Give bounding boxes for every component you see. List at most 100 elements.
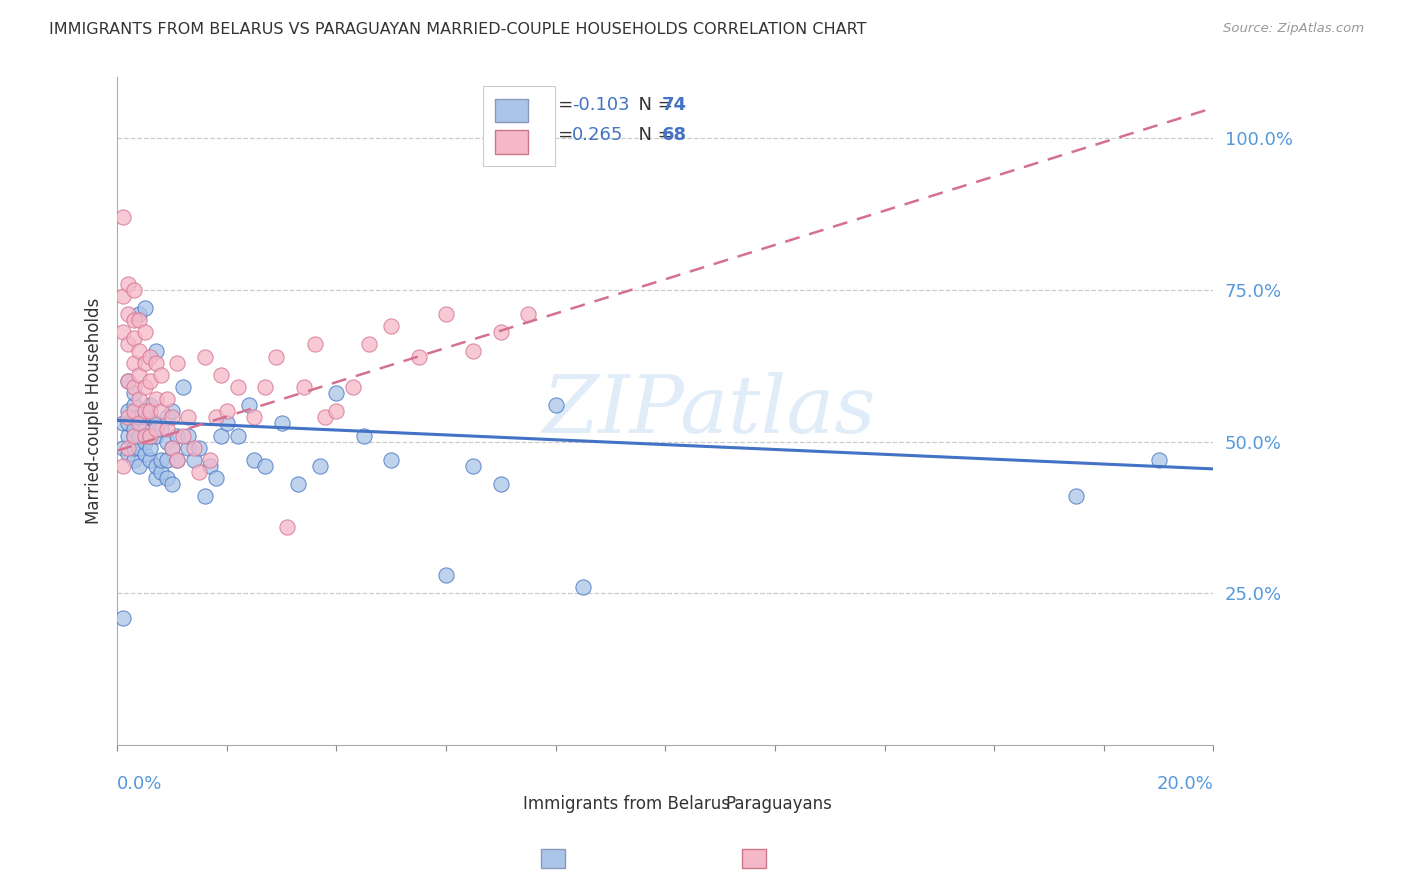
Point <box>117 307 139 321</box>
Text: IMMIGRANTS FROM BELARUS VS PARAGUAYAN MARRIED-COUPLE HOUSEHOLDS CORRELATION CHAR: IMMIGRANTS FROM BELARUS VS PARAGUAYAN MA… <box>49 22 866 37</box>
Point <box>200 452 222 467</box>
Point <box>128 307 150 321</box>
Text: Immigrants from Belarus: Immigrants from Belarus <box>523 795 730 814</box>
Point <box>134 404 156 418</box>
Point <box>155 452 177 467</box>
Point <box>172 380 194 394</box>
Point <box>117 428 139 442</box>
Text: 74: 74 <box>662 96 688 114</box>
Point <box>122 386 145 401</box>
Point <box>128 368 150 382</box>
Y-axis label: Married-couple Households: Married-couple Households <box>86 298 103 524</box>
Point <box>122 404 145 418</box>
Point <box>139 350 162 364</box>
Point <box>122 428 145 442</box>
Point <box>139 428 162 442</box>
Point <box>287 477 309 491</box>
Point <box>150 422 173 436</box>
Point <box>134 326 156 340</box>
Point <box>226 428 249 442</box>
Point <box>342 380 364 394</box>
Point <box>139 441 162 455</box>
Text: 0.0%: 0.0% <box>117 775 163 793</box>
Point <box>139 452 162 467</box>
Text: 68: 68 <box>662 126 688 144</box>
Point <box>254 458 277 473</box>
Point <box>122 356 145 370</box>
Point <box>117 417 139 431</box>
Point <box>145 428 167 442</box>
Point <box>226 380 249 394</box>
Point <box>111 417 134 431</box>
Point <box>183 452 205 467</box>
Point <box>128 392 150 406</box>
Point <box>117 337 139 351</box>
Point <box>139 398 162 412</box>
Point <box>1066 489 1088 503</box>
Point <box>194 350 217 364</box>
Point <box>209 428 232 442</box>
Point <box>117 441 139 455</box>
Point <box>314 410 336 425</box>
Point <box>166 452 188 467</box>
Point <box>572 580 595 594</box>
Point <box>172 428 194 442</box>
Point <box>117 374 139 388</box>
Point <box>463 343 485 358</box>
Point <box>489 477 512 491</box>
Point <box>111 441 134 455</box>
Point <box>139 404 162 418</box>
Text: N =: N = <box>627 96 679 114</box>
Point <box>177 441 200 455</box>
Point <box>122 313 145 327</box>
Point <box>254 380 277 394</box>
Point <box>243 452 266 467</box>
Point <box>264 350 287 364</box>
Point <box>117 374 139 388</box>
Text: 0.265: 0.265 <box>572 126 623 144</box>
Point <box>155 410 177 425</box>
Text: 20.0%: 20.0% <box>1157 775 1213 793</box>
Point <box>215 417 238 431</box>
Point <box>292 380 315 394</box>
Text: R =: R = <box>540 126 585 144</box>
Point <box>359 337 381 351</box>
Text: Source: ZipAtlas.com: Source: ZipAtlas.com <box>1223 22 1364 36</box>
Point <box>150 404 173 418</box>
Point <box>160 404 183 418</box>
Point <box>150 368 173 382</box>
Point <box>122 441 145 455</box>
Point <box>122 428 145 442</box>
Point <box>434 568 457 582</box>
Point <box>489 326 512 340</box>
Point <box>353 428 375 442</box>
Point <box>166 356 188 370</box>
Point <box>380 319 402 334</box>
Text: -0.103: -0.103 <box>572 96 630 114</box>
Point <box>166 428 188 442</box>
Point <box>544 398 567 412</box>
Point <box>325 386 347 401</box>
Point <box>139 428 162 442</box>
Point <box>128 343 150 358</box>
Point <box>111 458 134 473</box>
Point <box>145 422 167 436</box>
Point <box>183 441 205 455</box>
Point <box>177 410 200 425</box>
Text: Paraguayans: Paraguayans <box>725 795 832 814</box>
Point <box>160 410 183 425</box>
Point <box>238 398 260 412</box>
Point <box>122 380 145 394</box>
Point <box>117 410 139 425</box>
Point <box>304 337 326 351</box>
Point <box>122 452 145 467</box>
Point <box>128 417 150 431</box>
Point <box>134 447 156 461</box>
Point <box>117 277 139 291</box>
Point <box>134 422 156 436</box>
Text: ZIPatlas: ZIPatlas <box>543 373 876 450</box>
Point <box>276 519 298 533</box>
Point <box>134 380 156 394</box>
Point <box>145 392 167 406</box>
Point <box>188 441 211 455</box>
